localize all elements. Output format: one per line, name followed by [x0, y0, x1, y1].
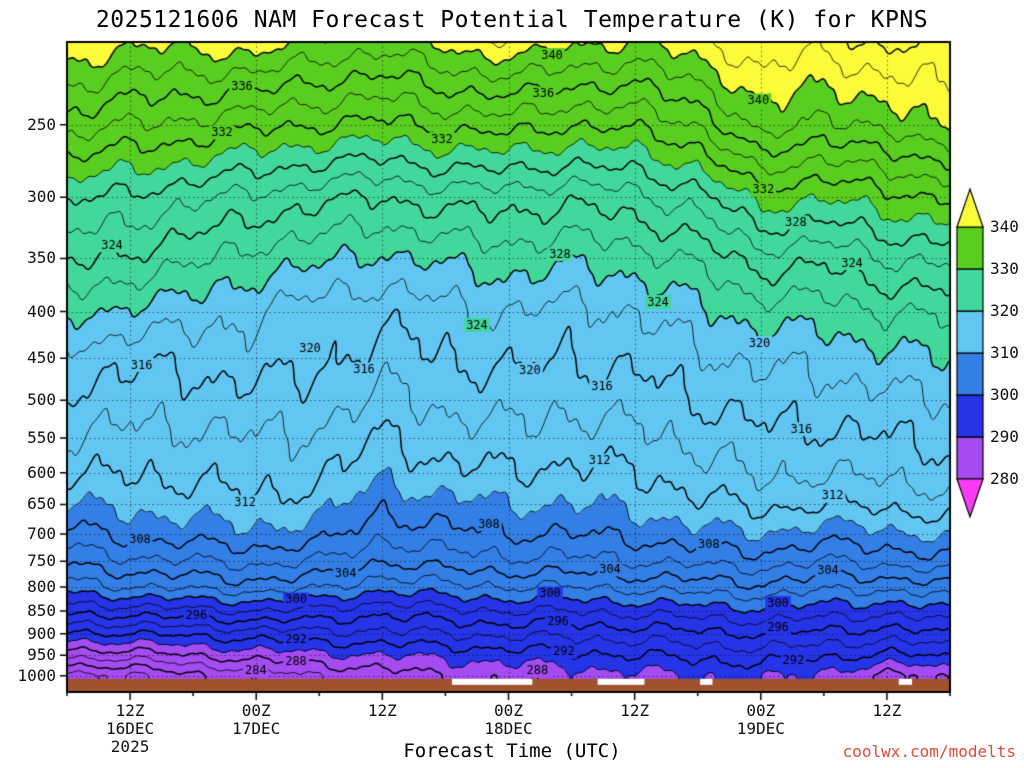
watermark-link[interactable]: coolwx.com/modelts: [842, 742, 1016, 761]
